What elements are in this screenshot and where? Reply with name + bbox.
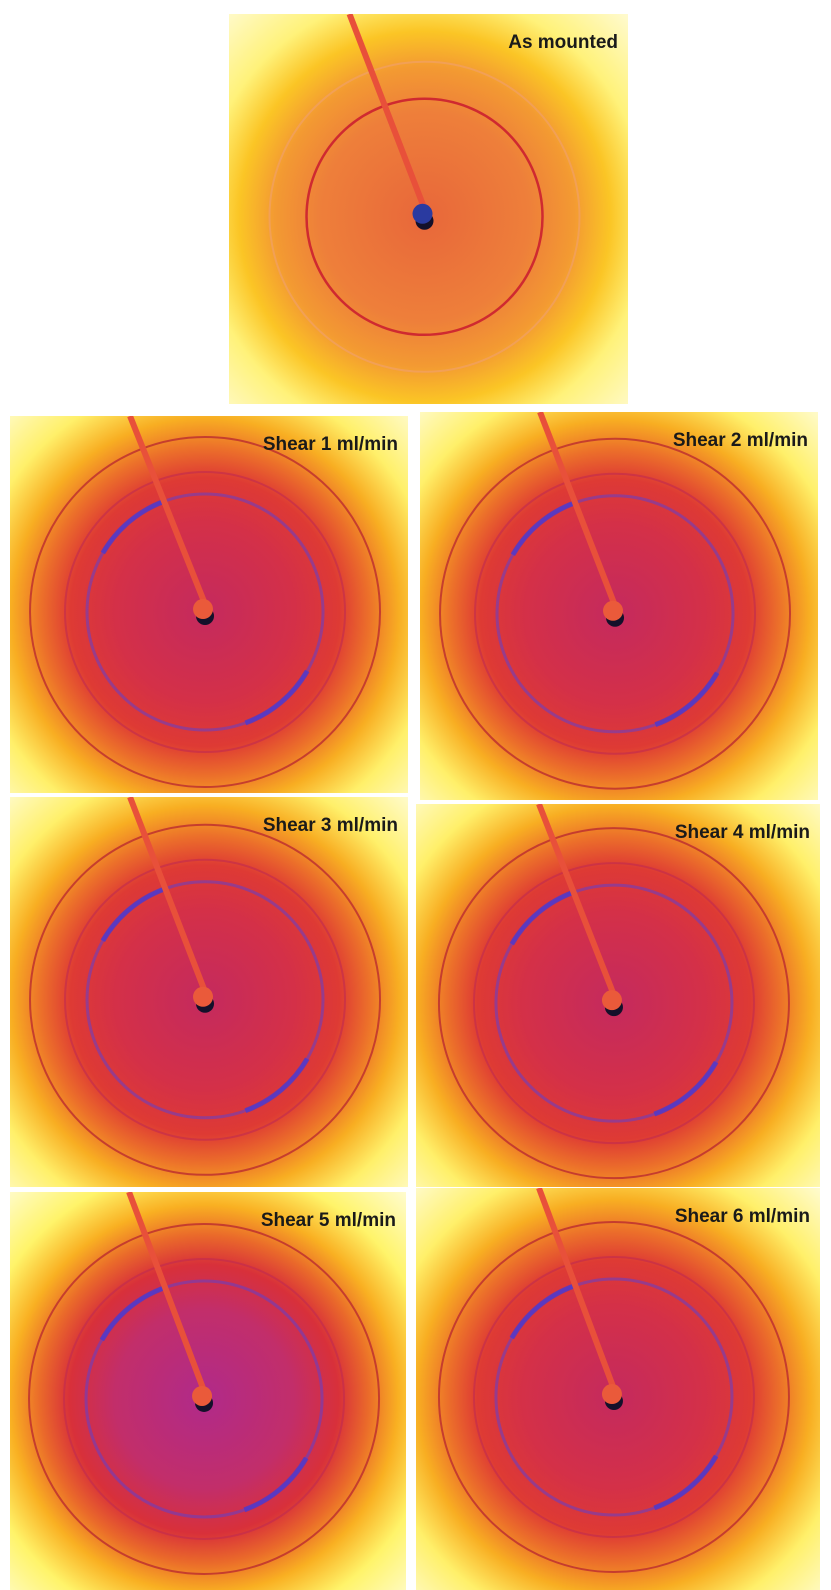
arc-reflection [244, 669, 310, 726]
diffraction-ring [472, 862, 755, 1145]
beamstop-arm [127, 797, 208, 993]
arc-reflection [654, 671, 720, 727]
diffraction-ring [437, 1221, 790, 1574]
diffraction-ring [494, 883, 734, 1123]
beamstop [412, 203, 433, 224]
diffraction-panel: As mounted [229, 14, 628, 404]
diffraction-panel: Shear 4 ml/min [416, 804, 820, 1187]
beamstop-arm [537, 412, 618, 607]
beamstop-arm [536, 804, 617, 997]
arc-reflection [509, 889, 575, 946]
beamstop [603, 600, 624, 621]
diffraction-ring [472, 1256, 755, 1539]
panel-label: Shear 4 ml/min [675, 822, 810, 843]
diffraction-ring [29, 436, 382, 789]
diffraction-panel: Shear 6 ml/min [416, 1188, 820, 1590]
diffraction-ring [439, 437, 792, 790]
diffraction-ring [85, 492, 325, 732]
diffraction-panel: Shear 3 ml/min [10, 797, 408, 1187]
diffraction-ring [28, 1222, 381, 1575]
diffraction-ring [494, 1277, 734, 1517]
beamstop-arm [346, 14, 428, 210]
diffraction-ring [268, 60, 581, 373]
diffraction-panel: Shear 5 ml/min [10, 1192, 406, 1590]
beamstop [601, 990, 622, 1011]
arc-reflection [653, 1454, 719, 1511]
diffraction-ring [437, 827, 790, 1180]
panel-label: Shear 3 ml/min [263, 815, 398, 836]
panel-label: Shear 2 ml/min [673, 430, 808, 451]
arc-reflection [653, 1060, 719, 1117]
arc-reflection [100, 498, 166, 555]
diffraction-ring [64, 471, 347, 754]
beamstop-arm [126, 1192, 207, 1393]
beamstop [193, 599, 214, 620]
diffraction-ring [29, 823, 382, 1176]
diffraction-ring [64, 858, 347, 1141]
panel-label: Shear 6 ml/min [675, 1206, 810, 1227]
beamstop [192, 1385, 213, 1406]
arc-reflection [100, 886, 166, 943]
diffraction-ring [85, 880, 325, 1120]
arc-reflection [99, 1285, 165, 1342]
arc-reflection [509, 1283, 575, 1340]
diffraction-ring [84, 1279, 324, 1519]
panel-label: As mounted [508, 32, 618, 53]
arc-reflection [244, 1057, 310, 1114]
diffraction-ring [474, 472, 757, 755]
diffraction-ring [63, 1257, 346, 1540]
arc-reflection [510, 500, 576, 557]
panel-label: Shear 1 ml/min [263, 434, 398, 455]
diffraction-ring [305, 97, 544, 337]
beamstop-arm [127, 416, 208, 606]
arc-reflection [243, 1456, 309, 1513]
diffraction-panel: Shear 1 ml/min [10, 416, 408, 793]
beamstop-arm [536, 1188, 617, 1391]
beamstop [193, 986, 214, 1007]
diffraction-ring [495, 494, 735, 734]
diffraction-panel: Shear 2 ml/min [420, 412, 818, 800]
panel-label: Shear 5 ml/min [261, 1210, 396, 1231]
beamstop [601, 1384, 622, 1405]
